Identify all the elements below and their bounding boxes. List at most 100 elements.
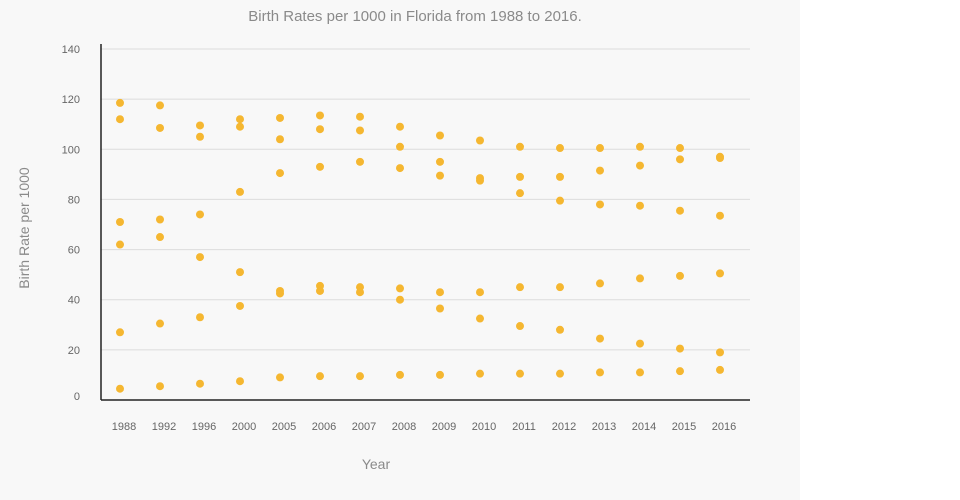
data-point [196,132,204,141]
y-axis-title: Birth Rate per 1000 [16,167,32,289]
data-point [516,189,524,198]
data-point [556,196,564,205]
data-point [596,368,604,377]
x-tick-label: 2007 [352,421,376,433]
x-tick-label: 2015 [672,421,696,433]
data-point [356,112,364,121]
data-point [396,295,404,304]
data-point [156,101,164,110]
data-point [476,314,484,323]
data-point [356,126,364,135]
x-tick-labels: 1988 1992 1996 2000 2005 2006 2007 2008 2009 2010… [112,421,736,433]
y-tick-label: 20 [68,345,80,357]
x-tick-label: 2005 [272,421,296,433]
data-point [476,369,484,378]
data-point [396,122,404,131]
data-point [396,370,404,379]
data-point [556,283,564,292]
data-point [156,319,164,328]
data-point [436,304,444,313]
data-point [516,142,524,151]
data-point [596,144,604,153]
data-point [356,157,364,166]
data-point [676,206,684,215]
y-tick-label: 60 [68,245,80,257]
data-point [316,372,324,381]
y-tick-labels: 0 20 40 60 80 100 120 140 [62,44,80,403]
data-point [556,325,564,334]
data-point [116,328,124,337]
y-tick-label: 40 [68,295,80,307]
data-point [276,135,284,144]
data-points [116,98,724,393]
data-point [556,172,564,181]
data-point [676,344,684,353]
y-tick-label: 140 [62,44,80,56]
data-point [556,369,564,378]
data-point [316,111,324,120]
data-point [636,201,644,210]
x-tick-label: 2006 [312,421,336,433]
x-tick-label: 2000 [232,421,256,433]
data-point [316,286,324,295]
data-point [156,215,164,224]
data-point [676,271,684,280]
data-point [276,169,284,178]
data-point [196,379,204,388]
data-point [636,339,644,348]
data-point [596,166,604,175]
data-point [716,365,724,374]
x-tick-label: 2013 [592,421,616,433]
data-point [636,274,644,283]
data-point [196,253,204,262]
data-point [436,288,444,297]
x-tick-label: 2016 [712,421,736,433]
data-point [516,283,524,292]
x-tick-label: 1992 [152,421,176,433]
data-point [316,162,324,171]
x-tick-label: 1988 [112,421,136,433]
data-point [116,98,124,107]
data-point [196,313,204,322]
data-point [716,348,724,357]
data-point [276,289,284,298]
data-point [436,171,444,180]
data-point [276,113,284,122]
data-point [516,172,524,181]
x-tick-label: 2009 [432,421,456,433]
data-point [716,211,724,220]
data-point [196,210,204,219]
data-point [396,164,404,173]
data-point [236,301,244,310]
data-point [196,121,204,130]
data-point [276,373,284,382]
data-point [316,125,324,134]
y-tick-label: 100 [62,144,80,156]
data-point [116,217,124,226]
data-point [476,176,484,185]
data-point [156,382,164,391]
y-tick-label: 80 [68,194,80,206]
gridlines [101,48,750,351]
data-point [596,334,604,343]
x-tick-label: 1996 [192,421,216,433]
data-point [516,369,524,378]
x-tick-label: 2014 [632,421,656,433]
data-point [236,122,244,131]
data-point [436,157,444,166]
x-tick-label: 2008 [392,421,416,433]
data-point [676,155,684,164]
data-point [636,368,644,377]
data-point [716,269,724,278]
data-point [356,372,364,381]
data-point [516,322,524,331]
x-tick-label: 2011 [512,421,536,433]
data-point [436,370,444,379]
data-point [156,123,164,132]
data-point [596,279,604,288]
data-point [236,268,244,277]
data-point [476,288,484,297]
data-point [236,377,244,386]
x-tick-label: 2010 [472,421,496,433]
y-tick-label: 120 [62,94,80,106]
